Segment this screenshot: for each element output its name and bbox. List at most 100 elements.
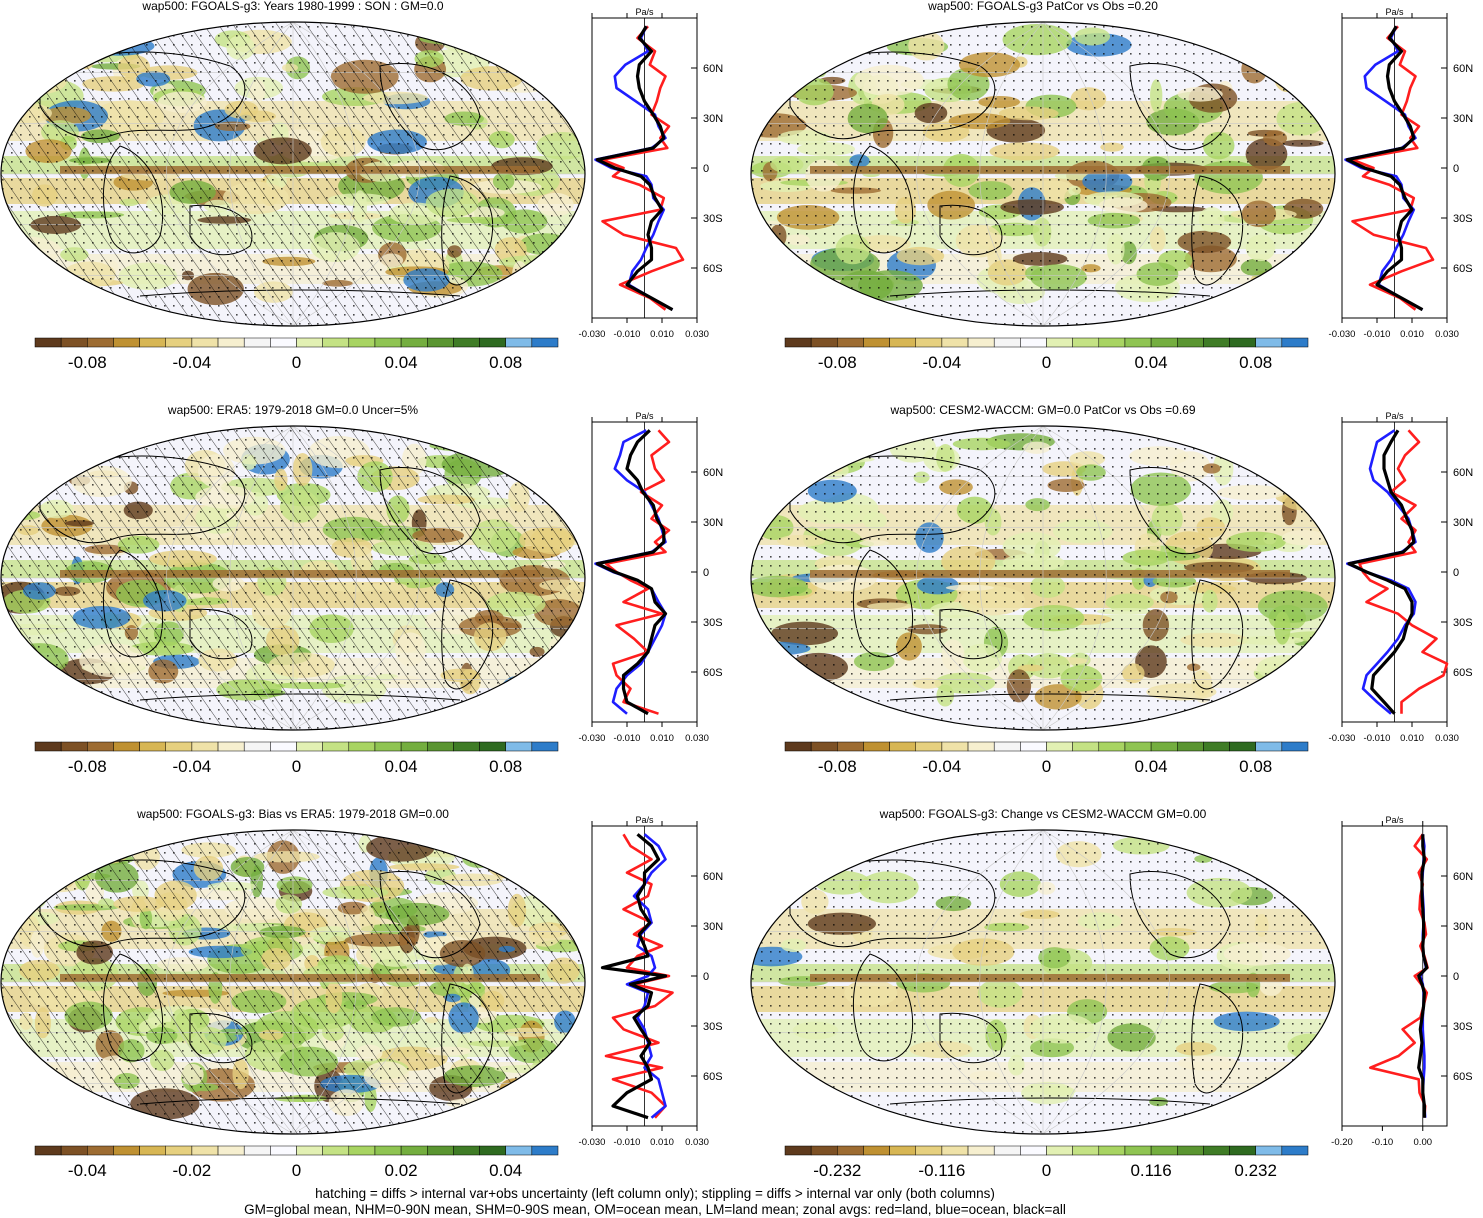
field-blob	[1229, 27, 1245, 53]
profile-y-tick-label: 0	[1453, 971, 1459, 983]
profile-y-tick-label: 30S	[703, 1021, 723, 1033]
profile-x-tick-label: -0.010	[614, 733, 641, 744]
profile-x-tick-label: 0.010	[650, 1137, 674, 1148]
colorbar-swatch	[139, 1145, 167, 1156]
colorbar-swatch	[400, 1145, 428, 1156]
colorbar-tick-label: 0.08	[489, 353, 522, 372]
field-blob	[1260, 683, 1274, 713]
colorbar-swatch	[427, 1145, 454, 1156]
field-blob	[518, 835, 532, 865]
colorbar-swatch	[993, 337, 1021, 348]
profile-y-tick-label: 30N	[1453, 113, 1473, 125]
profile-x-tick-label: 0.030	[685, 1137, 709, 1148]
field-blob	[1248, 1089, 1290, 1109]
field-blob	[1226, 436, 1279, 444]
colorbar-swatch	[322, 741, 350, 752]
colorbar-swatch	[993, 1145, 1021, 1156]
colorbar-swatch	[87, 1145, 114, 1156]
profile-y-tick-label: 60S	[1453, 263, 1473, 275]
colorbar-swatch	[400, 337, 428, 348]
colorbar-swatch	[505, 741, 533, 752]
colorbar-swatch	[784, 741, 812, 752]
world-map	[751, 426, 1335, 730]
world-map	[1, 22, 585, 326]
colorbar-swatch	[889, 337, 917, 348]
colorbar-swatch	[531, 337, 559, 348]
colorbar-swatch	[1177, 337, 1204, 348]
field-blob	[1279, 839, 1293, 849]
field-blob	[534, 1076, 583, 1096]
footer-line-2: GM=global mean, NHM=0-90N mean, SHM=0-90…	[244, 1202, 1066, 1217]
colorbar-swatch	[113, 1145, 140, 1156]
panel-graphic: -0.08 -0.04 0 0.04 0.08 Pa/s -0.030 -0.010 0.010…	[0, 7, 723, 372]
colorbar-swatch	[1177, 1145, 1204, 1156]
panel-fgoals-bias: wap500: FGOALS-g3: Bias vs ERA5: 1979-20…	[0, 807, 733, 1212]
world-map	[751, 22, 1335, 326]
profile-unit-label: Pa/s	[635, 7, 654, 17]
colorbar-swatch	[1046, 1145, 1073, 1156]
colorbar-swatch	[1020, 1145, 1047, 1156]
field-blob	[1287, 439, 1309, 458]
colorbar-tick-label: 0	[1042, 353, 1051, 372]
profile-line-land	[1351, 25, 1435, 311]
colorbar-swatch	[941, 337, 969, 348]
colorbar-swatch	[34, 1145, 62, 1156]
colorbar-swatch	[113, 741, 140, 752]
field-blob	[521, 842, 570, 859]
colorbar-swatch	[217, 337, 245, 348]
panel-title: wap500: FGOALS-g3: Bias vs ERA5: 1979-20…	[137, 807, 449, 821]
field-blob	[15, 451, 68, 470]
colorbar-tick-label: 0	[1042, 1161, 1051, 1180]
colorbar-swatch	[60, 337, 88, 348]
panel-graphic: -0.08 -0.04 0 0.04 0.08 Pa/s -0.030 -0.010 0.010…	[750, 7, 1473, 372]
colorbar-swatch	[863, 1145, 890, 1156]
panel-fgoals-patcor: wap500: FGOALS-g3 PatCor vs Obs =0.20 -0…	[750, 0, 1483, 404]
profile-x-tick-label: 0.010	[650, 733, 674, 744]
colorbar-swatch	[453, 337, 480, 348]
colorbar-swatch	[374, 337, 402, 348]
profile-x-tick-label: 0.030	[1435, 329, 1459, 340]
profile-y-tick-label: 60S	[703, 1071, 723, 1083]
profile-y-tick-label: 30N	[703, 517, 723, 529]
colorbar-swatch	[427, 741, 454, 752]
colorbar-swatch	[139, 337, 167, 348]
profile-x-tick-label: 0.010	[1400, 329, 1424, 340]
colorbar-tick-label: -0.02	[173, 1161, 212, 1180]
panel-era5-climatology: wap500: ERA5: 1979-2018 GM=0.0 Uncer=5% …	[0, 403, 733, 808]
colorbar-tick-label: -0.08	[68, 353, 107, 372]
panel-cesm2-patcor: wap500: CESM2-WACCM: GM=0.0 PatCor vs Ob…	[750, 403, 1483, 808]
colorbar-swatch	[139, 741, 167, 752]
field-blob	[767, 82, 783, 102]
field-blob	[776, 23, 848, 54]
profile-line-land	[604, 833, 674, 1119]
field-blob	[519, 853, 574, 881]
profile-y-tick-label: 0	[703, 163, 709, 175]
profile-y-tick-label: 60N	[1453, 871, 1473, 883]
colorbar-swatch	[837, 337, 864, 348]
profile-y-tick-label: 30S	[1453, 617, 1473, 629]
profile-y-tick-label: 60N	[703, 63, 723, 75]
field-blob	[539, 1088, 564, 1105]
colorbar-swatch	[453, 741, 480, 752]
colorbar-tick-label: 0.04	[385, 353, 418, 372]
panel-fgoals-change: wap500: FGOALS-g3: Change vs CESM2-WACCM…	[750, 807, 1483, 1212]
colorbar-swatch	[1072, 1145, 1100, 1156]
field-blob	[469, 430, 514, 451]
profile-unit-label: Pa/s	[1385, 815, 1404, 825]
colorbar-swatch	[1020, 741, 1047, 752]
colorbar-tick-label: -0.04	[173, 353, 212, 372]
colorbar-swatch	[60, 1145, 88, 1156]
panel-fgoals-climatology: wap500: FGOALS-g3: Years 1980-1999 : SON…	[0, 0, 733, 404]
profile-y-tick-label: 30S	[703, 213, 723, 225]
field-blob	[1, 1090, 70, 1114]
colorbar-tick-label: -0.08	[818, 757, 857, 776]
colorbar-swatch	[1098, 741, 1126, 752]
field-blob	[9, 662, 37, 693]
world-map	[751, 830, 1335, 1134]
field-blob	[37, 30, 87, 43]
profile-y-tick-label: 60S	[1453, 667, 1473, 679]
profile-x-tick-label: -0.20	[1331, 1137, 1353, 1148]
colorbar-swatch	[531, 1145, 559, 1156]
field-blob	[1268, 450, 1328, 472]
colorbar-swatch	[165, 741, 193, 752]
